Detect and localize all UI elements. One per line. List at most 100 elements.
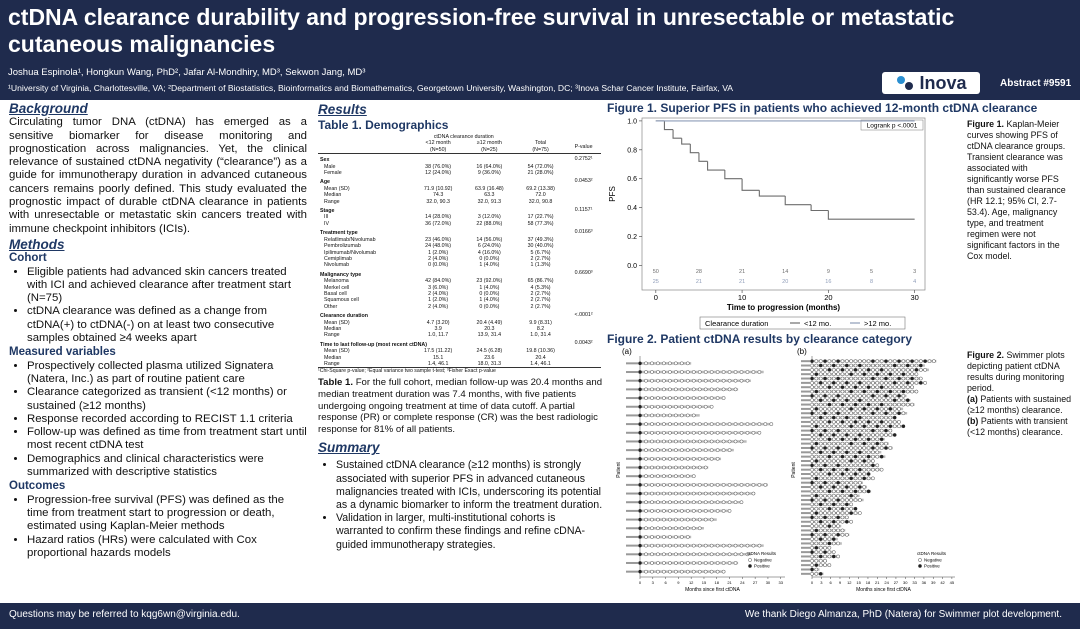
swimmer-dot (853, 454, 858, 459)
table-row: Mean (SD) 17.5 (11.22) 24.5 (6.28) 19.8 (10… (318, 348, 601, 354)
km-step (681, 138, 691, 145)
header-line: ≥12 month (476, 140, 502, 147)
swimmer-dot (674, 404, 678, 409)
swimmer-dot (668, 361, 672, 366)
swimmer-dot (739, 483, 744, 487)
swimmer-dot (892, 398, 897, 403)
swimmer-dot (733, 430, 738, 435)
swimmer-dot (849, 402, 853, 407)
swimmer-dot (914, 381, 919, 385)
subsection-heading: Cohort (9, 252, 47, 265)
swimmer-dot (662, 396, 666, 400)
swimmer-dot (814, 376, 819, 381)
swimmer-dot (901, 389, 906, 394)
swimmer-dot (810, 472, 814, 476)
x-tick-label: 9 (839, 580, 842, 585)
swimmer-dot (814, 567, 819, 572)
swimmer-dot (845, 402, 849, 407)
swimmer-dot (818, 506, 823, 511)
swimmer-dot (836, 359, 840, 363)
section-heading: Results (318, 102, 367, 117)
swimmer-dot (827, 394, 832, 398)
table-row: <12 month (N=50) ≥12 month (N=25) Total (N=75… (318, 140, 601, 155)
swimmer-dot (814, 381, 819, 385)
swimmer-dot (650, 569, 654, 574)
swimmer-dot (638, 552, 642, 557)
swimmer-dot (840, 394, 845, 398)
swimmer-dot (892, 389, 897, 394)
swimmer-dot (644, 404, 648, 409)
swimmer-dot (858, 394, 862, 398)
swimmer-dot (818, 381, 823, 385)
bullet: Prospectively collected plasma utilized … (27, 360, 307, 387)
swimmer-dot (721, 483, 726, 487)
swimmer-dot (897, 411, 901, 416)
swimmer-dot (845, 394, 849, 398)
swimmer-dot (814, 489, 819, 494)
swimmer-dot (879, 411, 884, 416)
swimmer-dot (751, 430, 756, 435)
y-axis-title: Patient (791, 462, 797, 478)
swimmer-dot (814, 524, 819, 528)
swimmer-dot (679, 569, 684, 574)
km-step (672, 129, 682, 139)
table-cell: 23 (46.0%) (425, 236, 452, 243)
swimmer-dot (849, 407, 853, 411)
swimmer-dot (836, 506, 840, 511)
swimmer-dot (668, 457, 672, 461)
swimmer-dot (814, 454, 819, 459)
swimmer-dot (849, 394, 853, 398)
table-row: Mean (SD) 4.7 (3.20) 20.4 (4.49) 9.9 (8.31) (318, 320, 601, 326)
swimmer-dot (818, 424, 823, 429)
swimmer-dot (656, 569, 660, 574)
swimmer-dot (650, 370, 654, 374)
swimmer-dot (888, 385, 893, 390)
swimmer-dot (823, 411, 827, 416)
swimmer-dot (853, 385, 858, 390)
swimmer-dot (818, 372, 823, 376)
swimmer-dot (818, 368, 823, 372)
swimmer-dot (709, 509, 714, 513)
swimmer-dot (862, 415, 867, 420)
table-cell: Other (324, 303, 338, 310)
swimmer-dot (845, 424, 849, 429)
km-step (689, 144, 699, 154)
table-cell: 14 (28.0%) (425, 214, 452, 221)
swimmer-dot (866, 359, 871, 363)
swimmer-dot (831, 424, 836, 429)
swimmer-dot (849, 437, 853, 442)
swimmer-dot (818, 376, 823, 381)
caption-item: (b) Patients with transient (<12 months)… (967, 416, 1075, 438)
swimmer-dot (739, 422, 744, 426)
table-cell: Male (324, 163, 336, 170)
p-value: 0.1157¹ (574, 206, 593, 213)
swimmer-dot (884, 433, 888, 437)
swimmer-dot (668, 526, 672, 531)
swimmer-dot (739, 370, 744, 374)
swimmer-dot (827, 428, 832, 433)
table-row: Melanoma 42 (84.0%) 23 (92.0%) 65 (86.7%) (318, 278, 601, 284)
swimmer-dot (827, 537, 832, 541)
caption-label: Figure 2. (967, 350, 1004, 360)
swimmer-dot (910, 363, 914, 368)
swimmer-dot (668, 500, 672, 505)
swimmer-dot (866, 459, 871, 463)
swimmer-dot (827, 502, 832, 507)
swimmer-dot (871, 463, 875, 468)
swimmer-dot (638, 422, 642, 426)
x-tick-label: 30 (910, 293, 918, 302)
swimmer-dot (814, 541, 819, 546)
swimmer-dot (849, 480, 853, 485)
swimmer-dot (668, 387, 672, 392)
swimmer-dot (638, 483, 642, 487)
table-row: Treatment type 0.0166³ (318, 227, 601, 237)
swimmer-dot (814, 480, 819, 485)
swimmer-dot (831, 407, 836, 411)
swimmer-dot (668, 430, 672, 435)
swimmer-dot (703, 483, 708, 487)
swimmer-dot (656, 361, 660, 366)
swimmer-dot (763, 422, 768, 426)
swimmer-dot (866, 450, 871, 455)
swimmer-dot (814, 428, 819, 433)
swimmer-dot (644, 543, 648, 548)
